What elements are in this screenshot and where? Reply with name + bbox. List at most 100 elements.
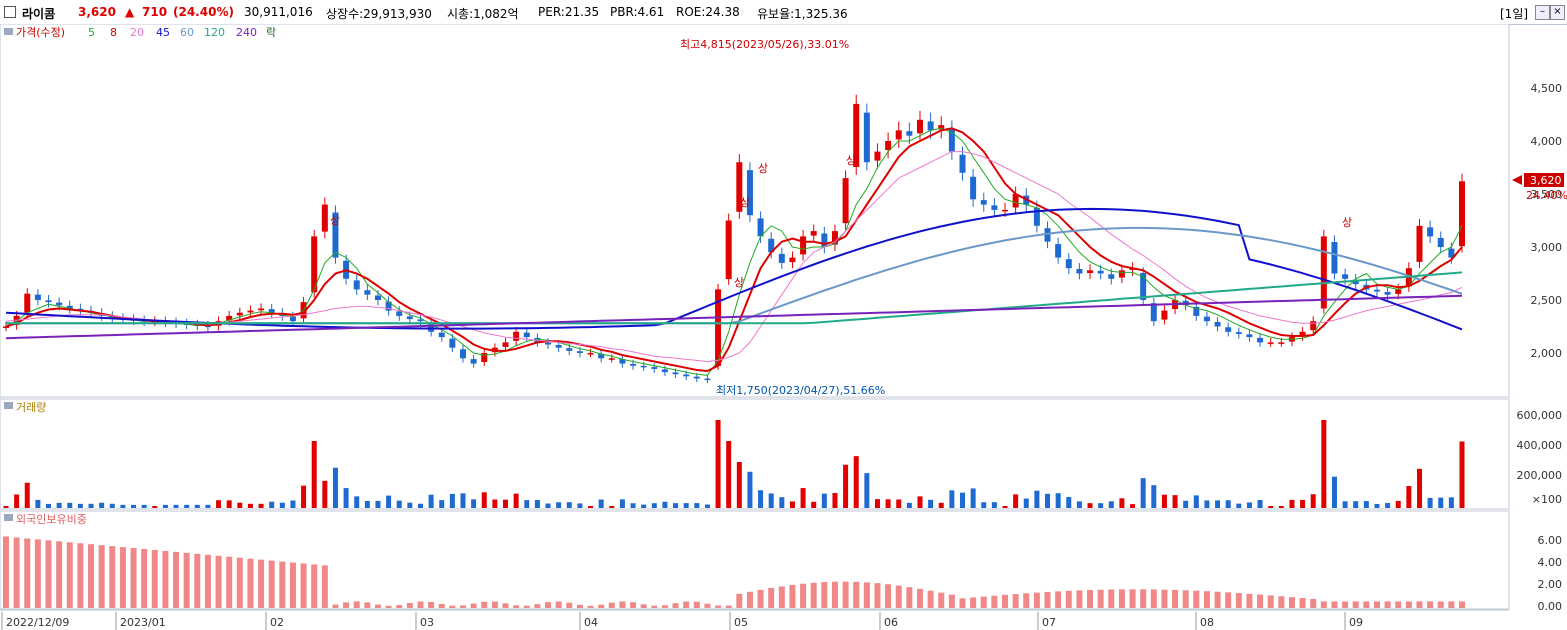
volume-bar [673, 503, 679, 508]
foreign-bar [1214, 591, 1221, 608]
volume-bar [524, 500, 530, 508]
volume-bar [906, 502, 912, 508]
volume-bar [77, 503, 83, 508]
foreign-bar [321, 565, 328, 608]
foreign-bar [1140, 589, 1147, 608]
price-tick-label: 3,000 [1531, 241, 1563, 254]
candle-body [1352, 279, 1359, 285]
volume-tick-label: 600,000 [1517, 409, 1563, 422]
limit-up-marker: 상 [846, 154, 856, 167]
volume-bar [1310, 494, 1316, 508]
volume-bar [141, 504, 147, 508]
candle-body [598, 353, 605, 359]
volume-bar [1268, 506, 1274, 508]
volume-bar [173, 504, 179, 508]
reserve-ratio: 유보율:1,325.36 [757, 7, 848, 21]
foreign-bar [1278, 596, 1285, 608]
volume-bar [1321, 420, 1327, 508]
foreign-bar [661, 605, 668, 608]
candle-body [651, 367, 658, 369]
volume-bar [1193, 495, 1199, 508]
candle-body [45, 300, 52, 303]
foreign-bar [970, 597, 977, 608]
legend-ma60: 60 [180, 26, 194, 39]
foreign-bar [927, 590, 934, 608]
volume-bar [1342, 501, 1348, 508]
volume-bar [194, 504, 200, 508]
ma240-line [5, 294, 1463, 340]
volume-bar [1140, 478, 1146, 508]
foreign-bar [1108, 589, 1115, 608]
minimize-icon[interactable]: – [1535, 5, 1550, 20]
candle-body [927, 121, 934, 131]
foreign-bar [608, 602, 615, 608]
volume-bar [959, 492, 965, 508]
volume-bar [928, 499, 934, 508]
candle-body [874, 151, 881, 161]
volume-bar [864, 473, 870, 508]
candle-body [1140, 272, 1147, 300]
volume-bar [269, 501, 275, 508]
volume-bar [1215, 500, 1221, 508]
volume-bar [56, 502, 62, 508]
candle-body [1448, 248, 1455, 258]
candle-body [1342, 274, 1349, 279]
foreign-bar [289, 562, 296, 608]
candle-body [1246, 334, 1253, 338]
foreign-bar [66, 542, 73, 608]
volume-bar [651, 503, 657, 508]
volume-bar [386, 495, 392, 508]
candle-body [236, 312, 243, 316]
volume-bar [332, 467, 338, 508]
candle-body [1267, 342, 1274, 344]
volume-bar [1055, 493, 1061, 508]
foreign-bar [555, 601, 562, 608]
volume-bar [662, 501, 668, 508]
volume-bar [1204, 500, 1210, 508]
candle-body [247, 310, 254, 313]
volume-bar [1385, 502, 1391, 508]
volume-bar [874, 499, 880, 508]
close-icon[interactable]: × [1550, 5, 1565, 20]
candle-body [576, 351, 583, 353]
period-button[interactable]: [1일] [1500, 7, 1529, 21]
foreign-bar [1033, 592, 1040, 608]
date-tick-label: 2022/12/09 [6, 616, 69, 629]
foreign-bar [1267, 595, 1274, 608]
volume-bar [1151, 485, 1157, 508]
high-annotation: 최고4,815(2023/05/26),33.01% [680, 38, 849, 51]
candle-body [459, 349, 466, 359]
legend-ma5: 5 [88, 26, 95, 39]
candle-body [513, 331, 520, 341]
volume-bar [938, 502, 944, 508]
volume-bar [556, 502, 562, 508]
date-tick-label: 08 [1200, 616, 1214, 629]
candle-body [364, 290, 371, 295]
foreign-bar [768, 588, 775, 608]
volume-bar [3, 506, 9, 508]
candle-body [470, 359, 477, 364]
volume-bar [279, 502, 285, 508]
foreign-bar [204, 554, 211, 608]
foreign-bar [343, 602, 350, 608]
volume-bar [1076, 501, 1082, 508]
foreign-bar [1331, 601, 1338, 608]
candle-body [1299, 331, 1306, 337]
volume-bar [853, 456, 859, 508]
checkbox-icon[interactable] [4, 6, 16, 18]
volume-bar [885, 499, 891, 508]
foreign-bar [1363, 601, 1370, 608]
last-price-tag: 3,620 [1530, 174, 1562, 187]
candle-body [672, 372, 679, 375]
foreign-bar [151, 549, 158, 608]
candle-body [374, 295, 381, 300]
foreign-bar [24, 538, 31, 608]
foreign-bar [757, 589, 764, 608]
foreign-bar [88, 544, 95, 608]
volume-bar [1331, 476, 1337, 508]
legend-ma20: 20 [130, 26, 144, 39]
candle-body [1012, 194, 1019, 208]
candle-body [746, 170, 753, 216]
candle-body [959, 154, 966, 173]
volume-bars [3, 420, 1465, 508]
